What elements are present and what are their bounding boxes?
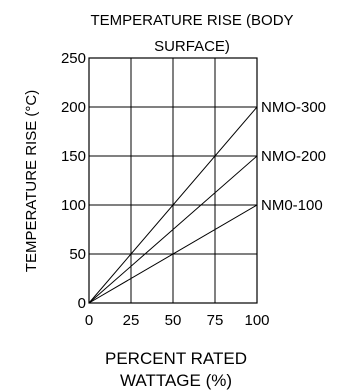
chart-title-line-1: TEMPERATURE RISE (BODY [90,12,293,29]
x-axis-label-line-2: WATTAGE (%) [120,371,232,390]
label-layer: NMO-300 NMO-200 NM0-100 [261,99,326,214]
y-tick-label-200: 200 [61,99,86,116]
text-layer: TEMPERATURE RISE (BODY SURFACE) PERCENT … [23,12,294,390]
series-line-nm0-100 [88,204,258,304]
y-tick-label-50: 50 [69,246,86,263]
grid-layer [88,57,258,304]
series-layer [88,106,258,304]
plot-frame [88,57,258,304]
series-label-nmo-200: NMO-200 [261,148,326,165]
series-line-nmo-200 [88,155,258,304]
series-line-nmo-300 [88,106,258,304]
x-axis-label-line-1: PERCENT RATED [105,349,247,368]
x-tick-label-50: 50 [165,312,182,329]
series-label-nmo-300: NMO-300 [261,99,326,116]
y-axis-label: TEMPERATURE RISE (°C) [23,90,40,272]
chart-title-line-2: SURFACE) [154,38,230,55]
x-tick-label-25: 25 [123,312,140,329]
x-tick-label-100: 100 [244,312,269,329]
x-tick-label-0: 0 [85,312,93,329]
x-tick-label-75: 75 [207,312,224,329]
series-label-nm0-100: NM0-100 [261,197,323,214]
y-tick-label-250: 250 [61,50,86,67]
y-tick-label-0: 0 [78,295,86,312]
y-tick-label-100: 100 [61,197,86,214]
tick-layer: 0 25 50 75 100 0 50 100 150 200 250 [61,50,270,329]
y-tick-label-150: 150 [61,148,86,165]
